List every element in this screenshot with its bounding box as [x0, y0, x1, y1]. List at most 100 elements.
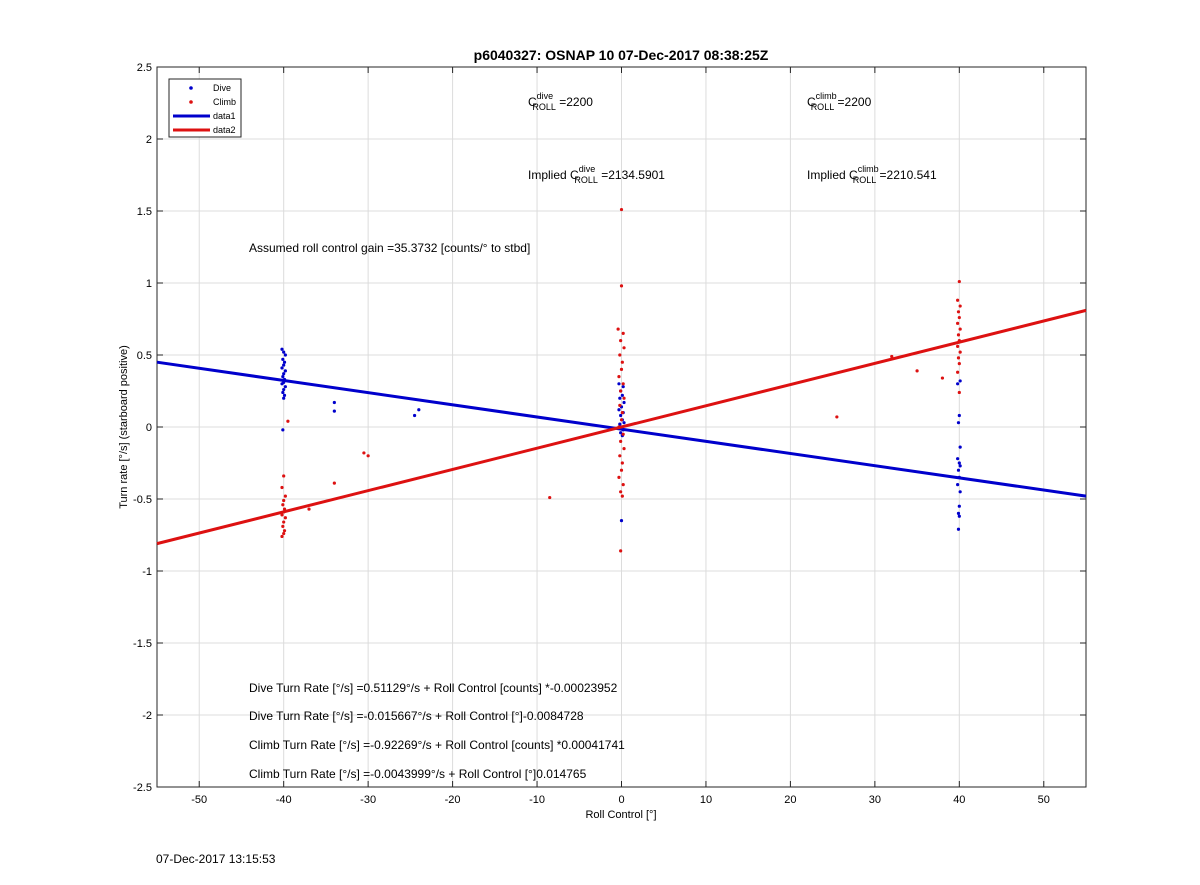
print-timestamp: 07-Dec-2017 13:15:53 [156, 852, 276, 866]
climb-point [307, 507, 311, 511]
climb-point [362, 451, 366, 455]
climb-point [619, 468, 624, 472]
climb-point [621, 331, 625, 335]
y-tick-label: 2 [146, 134, 152, 146]
climb-point [620, 360, 624, 364]
legend-box [168, 78, 242, 138]
climb-point [280, 485, 284, 490]
y-tick-label: 1 [146, 278, 152, 290]
climb-point [621, 432, 625, 436]
legend-label: Climb [213, 97, 236, 107]
climb-point [620, 494, 624, 498]
climb-point [619, 490, 623, 494]
climb-point [956, 370, 960, 374]
climb-point [618, 454, 622, 458]
legend-label: data1 [213, 111, 236, 121]
climb-point [283, 516, 287, 520]
dive-point [280, 366, 284, 370]
dive-point [281, 357, 285, 361]
legend: Dive Climb data1 data2 [168, 78, 242, 138]
x-tick-label: -40 [276, 794, 292, 806]
x-tick-label: 30 [869, 794, 881, 806]
y-tick-label: 1.5 [137, 206, 152, 218]
annotations: Cdive ROLL =2200 Cclimb ROLL =2200 Implied C… [249, 91, 937, 781]
climb-point [617, 375, 621, 379]
dive-point [957, 514, 961, 518]
climb-point [956, 344, 960, 348]
dive-point [619, 519, 624, 523]
annotation-implied-climb: Implied Cclimb ROLL =2210.541 [807, 164, 937, 185]
climb-point [282, 531, 286, 536]
y-tick-label: -1.5 [133, 638, 152, 650]
dive-point [412, 413, 417, 418]
climb-point [619, 549, 623, 553]
climb-point [957, 390, 961, 395]
climb-point [282, 498, 286, 503]
dive-point [332, 400, 336, 405]
x-tick-label: 20 [784, 794, 796, 806]
climb-point [622, 346, 626, 350]
climb-point [621, 483, 625, 487]
dive-point [417, 408, 421, 412]
dive-point [282, 372, 286, 376]
y-tick-label: -2.5 [133, 782, 152, 794]
chart-title: p6040327: OSNAP 10 07-Dec-2017 08:38:25Z [474, 47, 769, 63]
dive-point [956, 483, 960, 487]
climb-point [957, 362, 961, 366]
dive-point [622, 421, 626, 425]
dive-point [956, 457, 960, 461]
dive-point [958, 490, 962, 494]
dive-point [617, 408, 621, 412]
fit-line-data2 [156, 308, 1087, 546]
climb-point [621, 382, 625, 386]
dive-point [958, 379, 962, 383]
annotation-c-dive: Cdive ROLL =2200 [528, 91, 593, 112]
dive-point [281, 390, 285, 395]
gain-annotation: Assumed roll control gain =35.3732 [coun… [249, 241, 530, 255]
climb-point [956, 310, 961, 314]
climb-point [622, 447, 626, 451]
equation-line: Climb Turn Rate [°/s] =-0.0043999°/s + R… [249, 767, 587, 781]
climb-point [366, 454, 370, 458]
climb-point [956, 298, 960, 302]
climb-point [281, 503, 285, 507]
dive-point [281, 428, 285, 432]
climb-point [619, 439, 623, 443]
climb-point [281, 524, 285, 528]
equation-line: Climb Turn Rate [°/s] =-0.92269°/s + Rol… [249, 738, 625, 752]
climb-point [620, 461, 624, 465]
x-tick-label: 40 [953, 794, 965, 806]
climb-point [956, 333, 961, 337]
dive-point [958, 445, 962, 449]
y-tick-label: 0 [146, 422, 152, 434]
climb-point [915, 369, 919, 373]
climb-point [617, 475, 621, 479]
dive-point [282, 350, 286, 354]
dive-point [280, 382, 284, 386]
equation-line: Dive Turn Rate [°/s] =-0.015667°/s + Rol… [249, 709, 584, 723]
climb-point [618, 353, 622, 357]
climb-point [619, 284, 624, 288]
dive-point [619, 413, 623, 418]
x-tick-label: 10 [700, 794, 712, 806]
dive-point [956, 527, 961, 531]
dive-point [282, 393, 287, 397]
dive-point [619, 431, 623, 435]
annotation-implied-dive: Implied Cdive ROLL =2134.5901 [528, 164, 665, 185]
climb-point [958, 304, 962, 308]
y-tick-label: -2 [142, 710, 152, 722]
dive-point [956, 511, 961, 515]
dive-point [957, 461, 961, 465]
climb-point [618, 403, 622, 407]
climb-point [958, 350, 962, 354]
dive-point [282, 363, 286, 367]
dive-point [280, 347, 284, 351]
dive-point [332, 409, 336, 413]
x-tick-label: 0 [618, 794, 624, 806]
dive-point [618, 422, 622, 426]
y-axis-label: Turn rate [°/s] (starboard positive) [118, 345, 130, 509]
climb-point [619, 389, 623, 393]
climb-point [619, 367, 624, 371]
dive-point [956, 468, 961, 472]
dive-point [281, 375, 285, 379]
